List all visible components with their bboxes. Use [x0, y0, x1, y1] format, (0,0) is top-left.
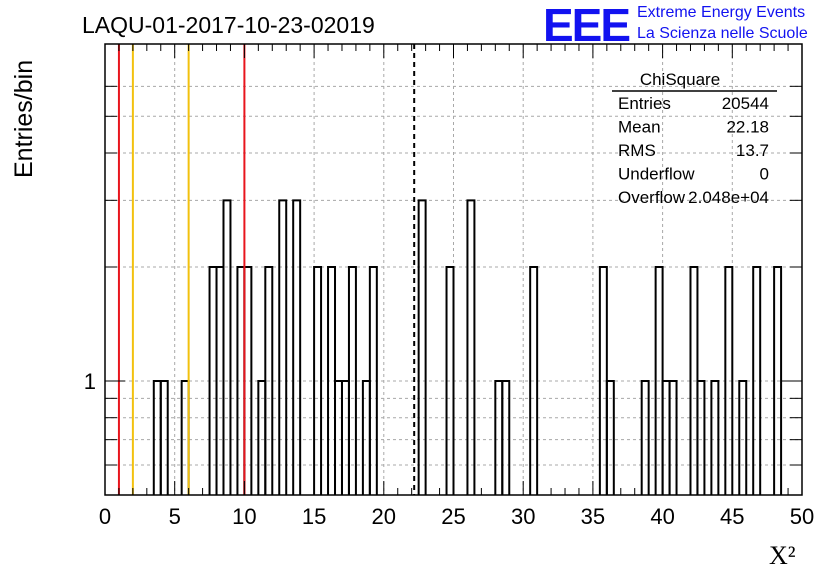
histogram-bin	[773, 266, 783, 495]
histogram-bin	[278, 199, 288, 495]
stats-value: 22.18	[726, 118, 769, 137]
y-axis-label: Entries/bin	[10, 60, 38, 178]
stats-label: RMS	[618, 141, 656, 160]
histogram-bin	[724, 266, 734, 495]
stats-value: 0	[760, 165, 769, 184]
x-tick-label: 45	[720, 504, 744, 529]
stats-box: ChiSquare Entries 20544 Mean 22.18 RMS 13.7 Un…	[612, 70, 777, 207]
x-tick-label: 0	[99, 504, 111, 529]
axes: 0 5 10 15 20 25 30 35 40 45 50 1	[84, 43, 814, 529]
x-tick-label: 35	[581, 504, 605, 529]
x-tick-label: 50	[790, 504, 814, 529]
histogram-bin	[222, 199, 232, 495]
logo-line-2: La Scienza nelle Scuole	[637, 25, 808, 42]
stats-label: Mean	[618, 118, 661, 137]
y-tick-label: 1	[84, 369, 96, 394]
reference-lines	[117, 44, 416, 495]
histogram-bin	[313, 266, 323, 495]
stats-label: Overflow	[618, 188, 686, 207]
histogram-bin	[738, 380, 748, 495]
x-tick-label: 10	[232, 504, 256, 529]
histogram-bin	[264, 266, 274, 495]
histogram-bin	[668, 380, 678, 495]
stats-label: Underflow	[618, 165, 695, 184]
eee-logo: EEE	[543, 0, 631, 51]
histogram-bars	[152, 199, 783, 495]
stats-value: 13.7	[736, 141, 769, 160]
histogram-bin	[466, 199, 476, 495]
x-axis-label: X²	[769, 541, 796, 570]
logo-line-1: Extreme Energy Events	[637, 4, 806, 21]
histogram-bin	[159, 380, 169, 495]
stats-value: 20544	[722, 94, 769, 113]
x-tick-label: 40	[650, 504, 674, 529]
stats-value: 2.048e+04	[688, 188, 769, 207]
histogram-bin	[640, 380, 650, 495]
histogram-bin	[347, 266, 357, 495]
x-tick-label: 5	[169, 504, 181, 529]
histogram-bin	[292, 199, 302, 495]
x-tick-label: 25	[441, 504, 465, 529]
histogram-bin	[417, 199, 427, 495]
histogram-bin	[752, 266, 762, 495]
histogram-bin	[368, 266, 378, 495]
x-tick-label: 30	[511, 504, 535, 529]
histogram-bin	[710, 380, 720, 495]
x-tick-label: 15	[302, 504, 326, 529]
stats-label: Entries	[618, 94, 671, 113]
histogram-bin	[529, 266, 539, 495]
histogram-bin	[445, 266, 455, 495]
histogram-bin	[501, 380, 511, 495]
histogram-bin	[696, 380, 706, 495]
chart-title: LAQU-01-2017-10-23-02019	[82, 12, 375, 38]
x-tick-label: 20	[372, 504, 396, 529]
stats-title: ChiSquare	[640, 70, 720, 89]
histogram-bin	[605, 380, 615, 495]
